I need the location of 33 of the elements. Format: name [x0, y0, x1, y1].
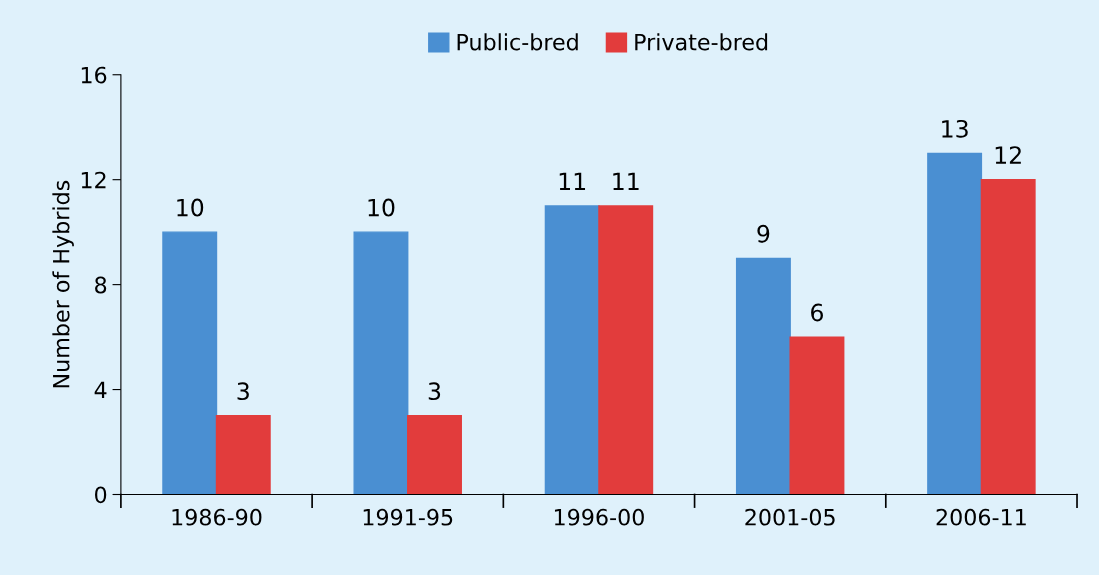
x-tick-label: 1996-00: [554, 508, 644, 526]
data-label: 10: [177, 198, 204, 217]
x-tick-label: 1991-95: [363, 508, 453, 526]
legend-label: Private-bred: [635, 33, 768, 51]
y-tick-label: 4: [94, 381, 107, 399]
x-tick-label: 1986-90: [172, 508, 262, 526]
legend-label: Public-bred: [457, 33, 578, 51]
bar: [735, 257, 791, 495]
y-tick-label: 16: [81, 66, 107, 84]
bar: [789, 336, 845, 495]
bar: [927, 152, 983, 495]
data-label: 10: [368, 198, 395, 217]
bar: [544, 205, 600, 495]
bar: [407, 415, 462, 495]
data-label: 6: [811, 303, 823, 322]
data-label: 11: [559, 172, 586, 190]
x-tick-label: 2001-05: [745, 508, 835, 526]
data-label: 3: [237, 382, 249, 401]
bar: [215, 415, 271, 495]
data-label: 12: [995, 146, 1021, 164]
bar: [598, 205, 654, 495]
x-tick-label: 2006-11: [936, 508, 1026, 526]
data-label: 3: [428, 382, 441, 401]
y-tick-label: 0: [95, 486, 107, 504]
bar: [980, 178, 1036, 495]
y-tick-label: 12: [81, 171, 106, 189]
data-label: 11: [613, 172, 639, 190]
y-tick-label: 8: [95, 276, 107, 294]
bar: [162, 231, 218, 495]
y-axis-title: Number of Hybrids: [52, 180, 74, 388]
data-label: 9: [757, 224, 770, 243]
bar: [353, 231, 409, 495]
data-label: 13: [942, 119, 968, 138]
